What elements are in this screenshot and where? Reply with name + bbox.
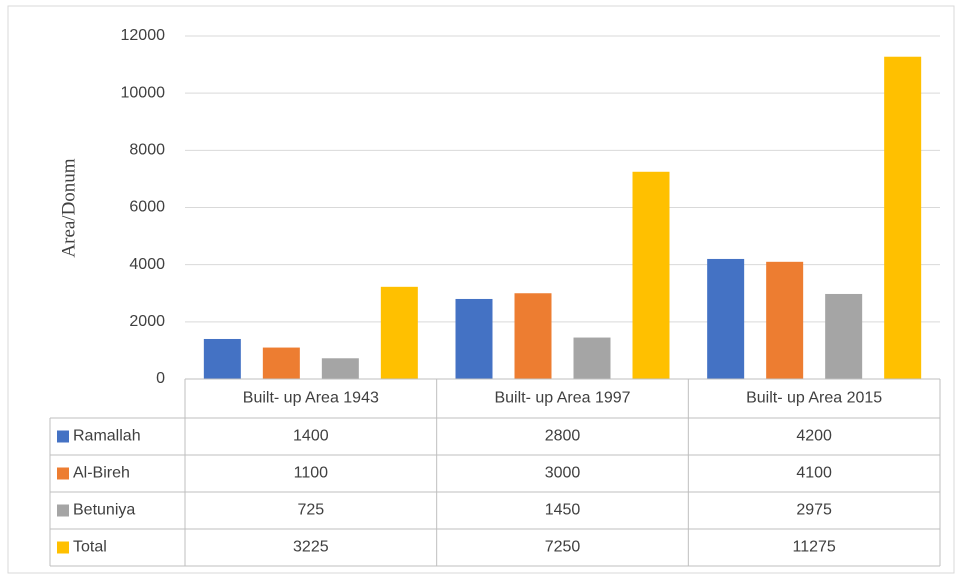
bar (573, 337, 611, 379)
y-tick-label: 12000 (121, 27, 166, 44)
chart-border (7, 5, 955, 574)
table-cell: 3000 (545, 465, 581, 482)
bar (321, 358, 359, 379)
table-cell: 1400 (293, 428, 329, 445)
bar (455, 298, 493, 379)
y-tick-label: 10000 (121, 84, 166, 101)
table-cell: 2975 (796, 502, 832, 519)
legend-key (57, 504, 69, 517)
bar (380, 286, 418, 379)
x-tick-label: Built- up Area 1997 (494, 390, 630, 407)
y-tick-label: 8000 (129, 142, 165, 159)
bar (262, 347, 300, 379)
bar (707, 258, 745, 379)
table-cell: 1100 (294, 465, 329, 482)
legend-label: Betuniya (73, 502, 135, 519)
legend-label: Total (73, 539, 107, 556)
legend-key (57, 467, 69, 480)
table-cell: 725 (297, 502, 324, 519)
table-cell: 2800 (545, 428, 581, 445)
y-axis-label: Area/Donum (58, 158, 79, 257)
table-cell: 1450 (545, 502, 581, 519)
legend-label: Al-Bireh (73, 465, 130, 482)
table-cell: 7250 (545, 539, 581, 556)
x-tick-label: Built- up Area 2015 (746, 390, 882, 407)
y-tick-label: 4000 (129, 256, 165, 273)
table-cell: 4100 (796, 465, 832, 482)
table-cell: 11275 (793, 539, 836, 556)
bar (632, 171, 670, 379)
bar (203, 338, 241, 379)
legend-key (57, 541, 69, 554)
y-tick-label: 2000 (129, 313, 165, 330)
y-tick-label: 6000 (129, 199, 165, 216)
table-cell: 4200 (796, 428, 832, 445)
table-cell: 3225 (293, 539, 329, 556)
x-tick-label: Built- up Area 1943 (243, 390, 379, 407)
bar (825, 293, 863, 379)
bar (766, 261, 804, 379)
legend-key (57, 430, 69, 443)
legend-label: Ramallah (73, 428, 141, 445)
bar (884, 56, 922, 380)
y-tick-label: 0 (156, 370, 165, 387)
bar (514, 293, 552, 379)
